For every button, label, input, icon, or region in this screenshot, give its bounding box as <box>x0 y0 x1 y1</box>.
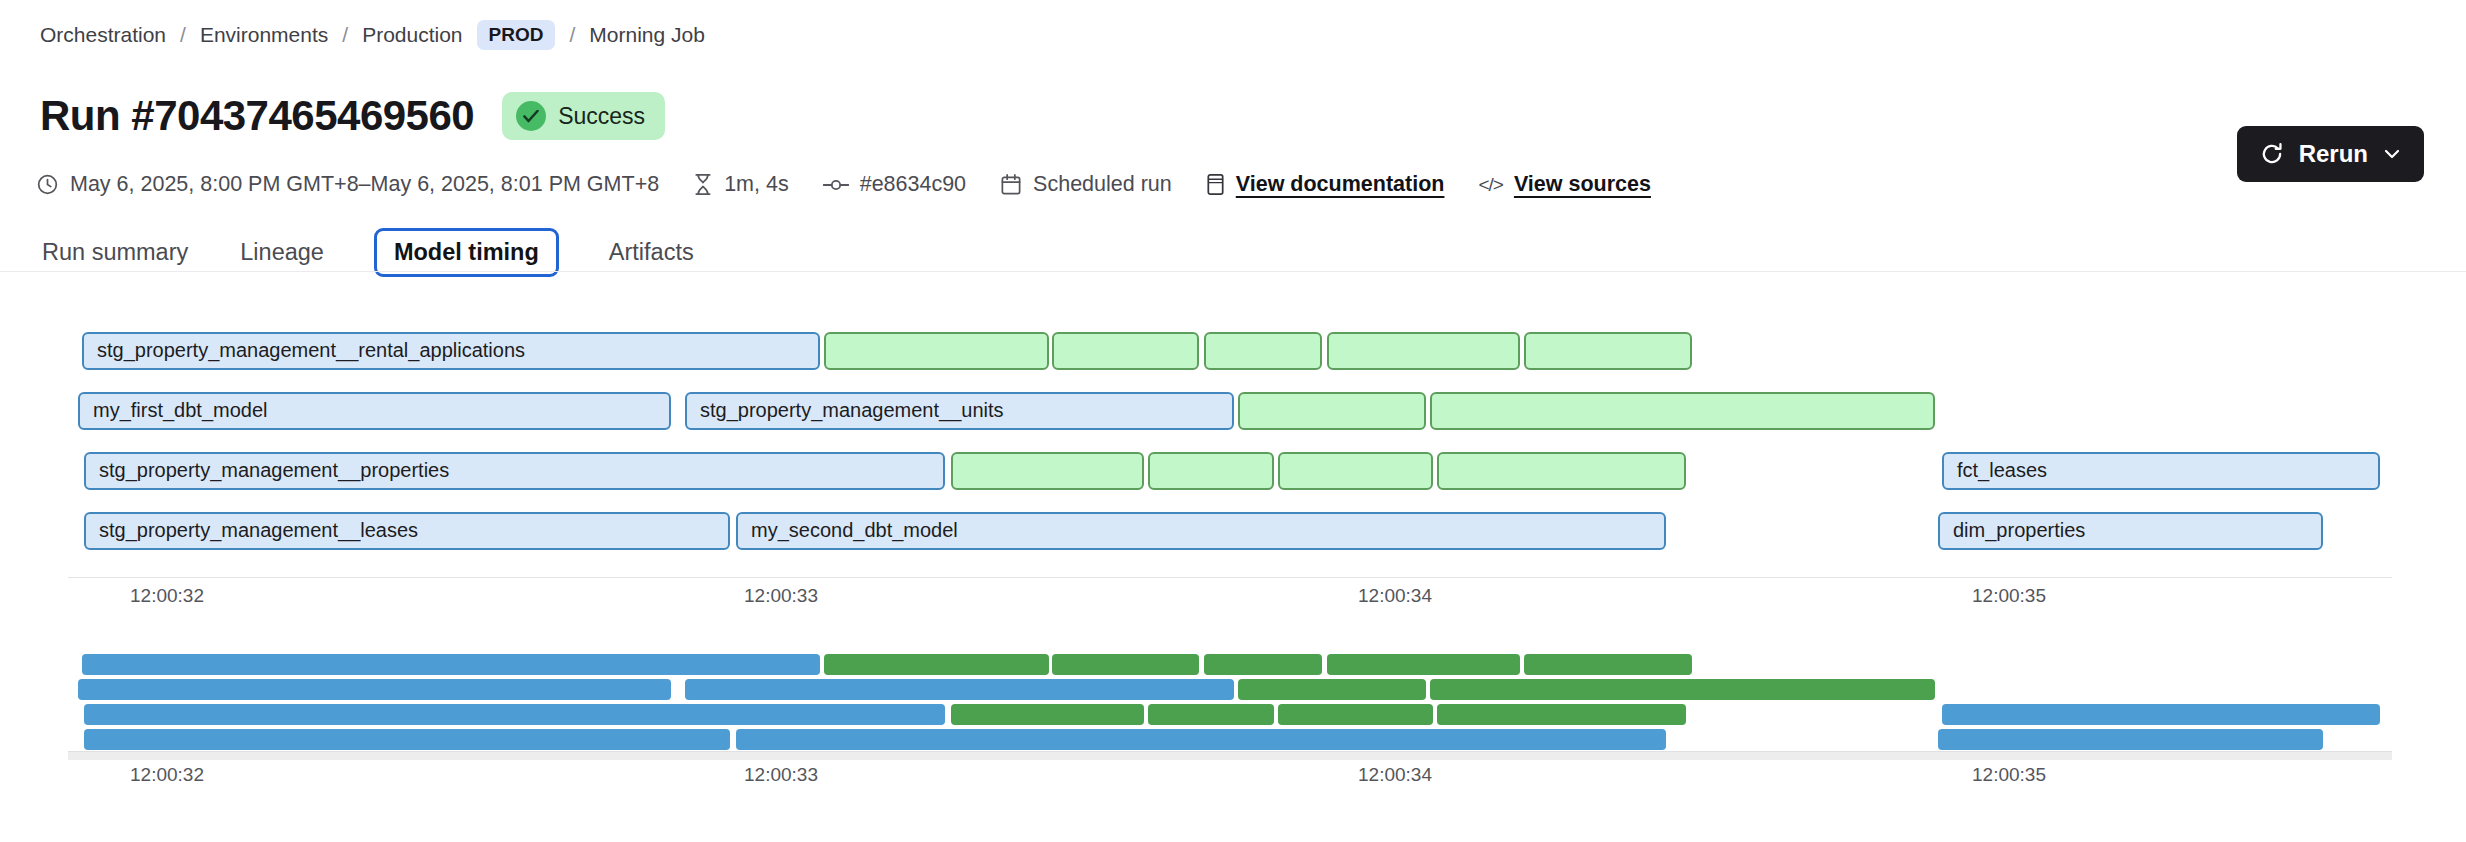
page: Orchestration / Environments / Productio… <box>0 0 2466 842</box>
gantt-bar[interactable] <box>1148 452 1274 490</box>
gantt-bar[interactable] <box>1238 392 1426 430</box>
gantt-bar[interactable] <box>951 452 1144 490</box>
gantt-bar-stg_property_management__leases[interactable]: stg_property_management__leases <box>84 512 730 550</box>
mini-gantt-bar[interactable] <box>1052 654 1199 675</box>
mini-gantt-bar[interactable] <box>1148 704 1274 725</box>
gantt-bar-fct_leases[interactable]: fct_leases <box>1942 452 2380 490</box>
time-tick: 12:00:35 <box>1972 764 2046 786</box>
mini-gantt-bar[interactable] <box>1938 729 2323 750</box>
time-tick: 12:00:32 <box>130 764 204 786</box>
mini-gantt-bar[interactable] <box>1327 654 1520 675</box>
mini-gantt-bar[interactable] <box>1278 704 1433 725</box>
mini-gantt-bar[interactable] <box>824 654 1049 675</box>
mini-gantt-bar[interactable] <box>1430 679 1935 700</box>
model-timing-chart: stg_property_management__rental_applicat… <box>0 0 2466 842</box>
mini-gantt-bar[interactable] <box>951 704 1144 725</box>
mini-gantt-bar[interactable] <box>1942 704 2380 725</box>
gantt-bar[interactable] <box>1437 452 1686 490</box>
mini-gantt-bar[interactable] <box>1204 654 1322 675</box>
gantt-bar[interactable] <box>824 332 1049 370</box>
time-tick: 12:00:32 <box>130 585 204 607</box>
gantt-bar-stg_property_management__rental_applications[interactable]: stg_property_management__rental_applicat… <box>82 332 820 370</box>
gantt-bar-stg_property_management__units[interactable]: stg_property_management__units <box>685 392 1234 430</box>
gantt-bar[interactable] <box>1204 332 1322 370</box>
time-tick: 12:00:34 <box>1358 764 1432 786</box>
gantt-bar[interactable] <box>1430 392 1935 430</box>
mini-gantt-bar[interactable] <box>82 654 820 675</box>
mini-gantt-bar[interactable] <box>78 679 671 700</box>
mini-gantt-bar[interactable] <box>84 729 730 750</box>
time-axis-line <box>68 577 2392 578</box>
mini-gantt-bar[interactable] <box>736 729 1666 750</box>
mini-gantt-bar[interactable] <box>1524 654 1692 675</box>
mini-gantt-bar[interactable] <box>1238 679 1426 700</box>
gantt-bar-my_first_dbt_model[interactable]: my_first_dbt_model <box>78 392 671 430</box>
mini-gantt-bar[interactable] <box>84 704 945 725</box>
gantt-bar-my_second_dbt_model[interactable]: my_second_dbt_model <box>736 512 1666 550</box>
time-tick: 12:00:34 <box>1358 585 1432 607</box>
gantt-bar-dim_properties[interactable]: dim_properties <box>1938 512 2323 550</box>
time-tick: 12:00:33 <box>744 764 818 786</box>
gantt-bar[interactable] <box>1327 332 1520 370</box>
mini-gantt-bar[interactable] <box>1437 704 1686 725</box>
time-tick: 12:00:35 <box>1972 585 2046 607</box>
gantt-bar[interactable] <box>1278 452 1433 490</box>
mini-gantt-bar[interactable] <box>685 679 1234 700</box>
minimap-axis-band <box>68 751 2392 760</box>
gantt-bar-stg_property_management__properties[interactable]: stg_property_management__properties <box>84 452 945 490</box>
gantt-bar[interactable] <box>1524 332 1692 370</box>
gantt-bar[interactable] <box>1052 332 1199 370</box>
time-tick: 12:00:33 <box>744 585 818 607</box>
